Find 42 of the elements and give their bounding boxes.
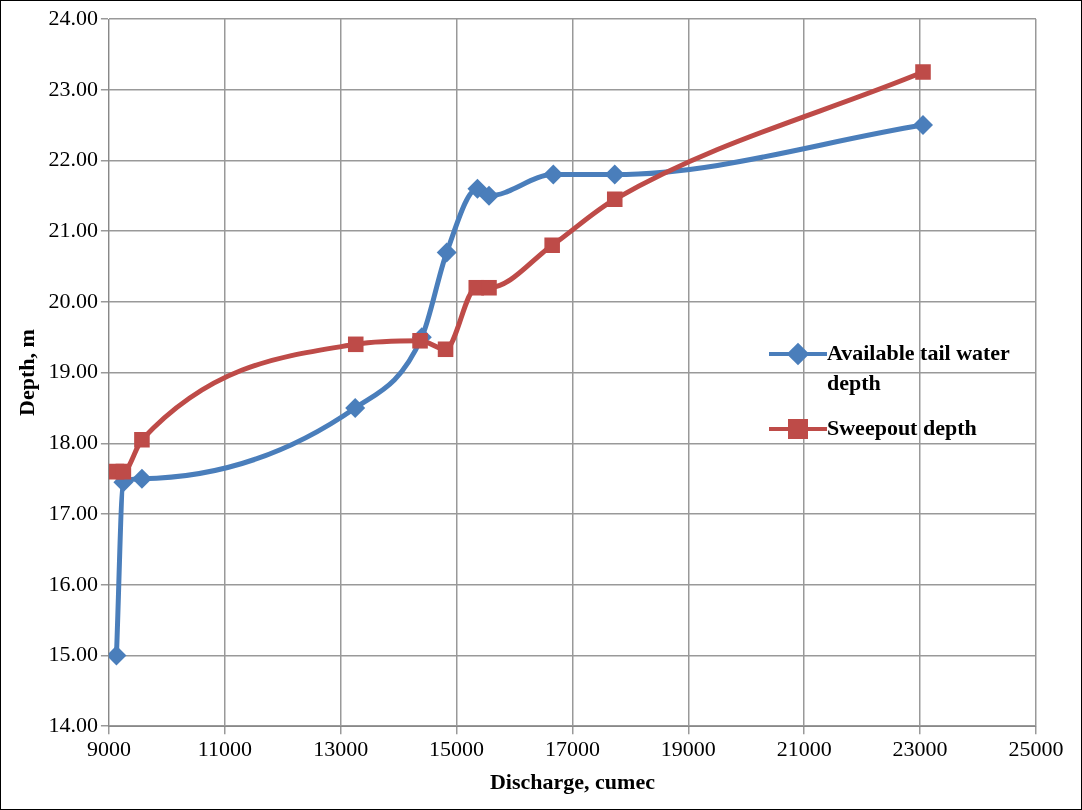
point xyxy=(134,432,150,448)
y-tick-label: 21.00 xyxy=(48,216,98,242)
point xyxy=(437,341,454,358)
x-tick-label: 19000 xyxy=(660,736,716,762)
point xyxy=(467,178,488,199)
legend-label: Available tail water depth xyxy=(827,339,1011,397)
y-tick-label: 15.00 xyxy=(48,641,98,667)
point xyxy=(543,164,564,185)
point xyxy=(347,336,364,353)
point xyxy=(479,185,500,206)
point xyxy=(412,333,428,349)
x-axis-title: Discharge, cumec xyxy=(489,769,656,795)
y-tick-label: 18.00 xyxy=(48,429,98,455)
legend-label: Sweepout depth xyxy=(827,414,978,442)
y-tick-label: 22.00 xyxy=(48,146,98,172)
y-tick-label: 14.00 xyxy=(48,711,98,737)
point xyxy=(606,191,623,208)
x-tick-label: 25000 xyxy=(1008,736,1064,762)
point xyxy=(544,237,560,254)
x-tick-label: 11000 xyxy=(197,736,252,762)
y-tick-label: 23.00 xyxy=(48,75,98,101)
x-tick-label: 21000 xyxy=(776,736,832,762)
point xyxy=(131,468,152,489)
point xyxy=(108,645,127,666)
point xyxy=(604,164,625,185)
y-tick-label: 17.00 xyxy=(48,499,98,525)
y-axis-title: Depth, m xyxy=(13,329,39,416)
point xyxy=(913,115,934,136)
y-tick-label: 20.00 xyxy=(48,287,98,313)
x-tick-label: 17000 xyxy=(544,736,600,762)
x-tick-label: 13000 xyxy=(313,736,369,762)
point xyxy=(115,463,132,480)
point xyxy=(345,397,366,418)
x-tick-label: 9000 xyxy=(86,736,131,762)
point xyxy=(915,64,931,80)
y-tick-label: 16.00 xyxy=(48,570,98,596)
x-tick-label: 15000 xyxy=(429,736,485,762)
y-tick-label: 24.00 xyxy=(48,4,98,30)
point xyxy=(481,279,497,296)
x-tick-label: 23000 xyxy=(892,736,948,762)
point xyxy=(436,242,457,263)
y-tick-label: 19.00 xyxy=(48,358,98,384)
